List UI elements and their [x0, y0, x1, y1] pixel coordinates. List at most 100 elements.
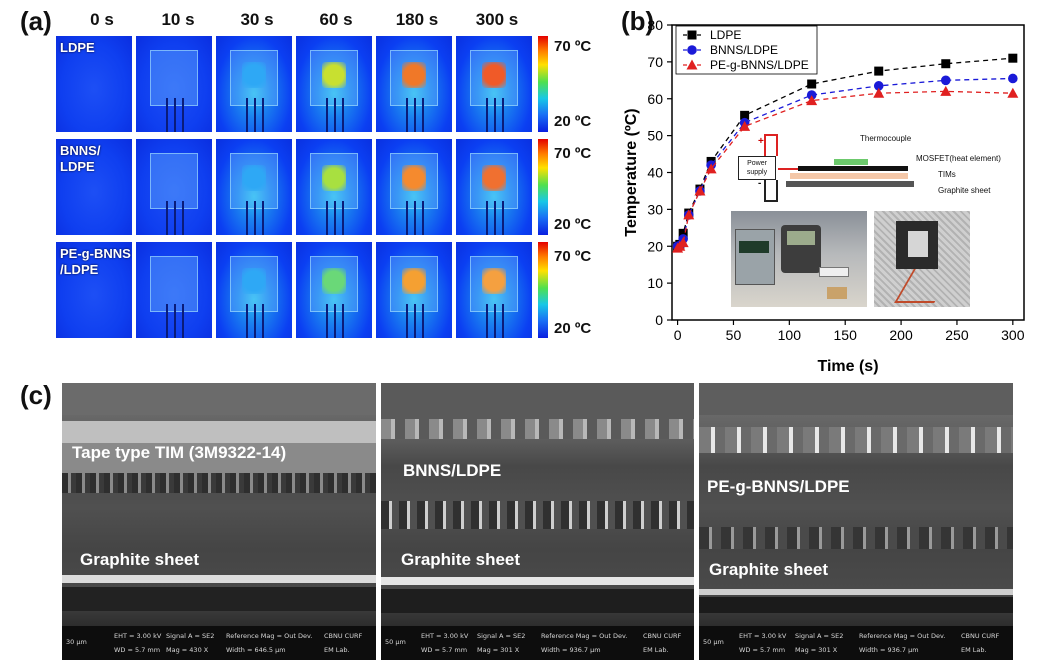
- tim-layer: [790, 173, 908, 179]
- data-point: [705, 163, 717, 174]
- sem-top-label: Tape type TIM (3M9322-14): [72, 443, 287, 462]
- sem-footer: 50 μm EHT = 3.00 kV WD = 5.7 mm Signal A…: [699, 626, 1013, 660]
- sem-footer: 50 μm EHT = 3.00 kV WD = 5.7 mm Signal A…: [381, 626, 694, 660]
- sem-lab2: EM Lab.: [643, 646, 669, 654]
- colorbar-max-label: 70 ºC: [554, 145, 592, 162]
- row-sample-label: BNNS/ LDPE: [60, 143, 101, 174]
- thermal-image: [376, 36, 452, 132]
- data-point: [683, 210, 694, 220]
- data-point: [873, 87, 885, 98]
- sem-scale: 30 μm: [66, 638, 87, 646]
- y-tick-label: 40: [647, 165, 663, 181]
- sem-lab1: CBNU CURF: [643, 632, 682, 640]
- y-tick-label: 60: [647, 91, 663, 107]
- time-label-60: 60 s: [319, 10, 353, 29]
- y-tick-label: 10: [647, 275, 663, 291]
- sem-eht: EHT = 3.00 kV: [114, 632, 162, 640]
- sem-image-pe-g-bnns-ldpe: PE-g-BNNS/LDPE Graphite sheet 50 μm EHT …: [699, 383, 1013, 660]
- sem-signal: Signal A = SE2: [166, 632, 215, 640]
- graphite-label: Graphite sheet: [938, 186, 991, 195]
- x-tick-label: 300: [1001, 327, 1025, 343]
- sem-image-tape-tim: Tape type TIM (3M9322-14) Graphite sheet…: [62, 383, 376, 660]
- thermal-image: [216, 36, 292, 132]
- panel-c-label: (c): [20, 380, 52, 410]
- thermal-image: PE-g-BNNS /LDPE: [56, 242, 132, 338]
- data-point: [1008, 73, 1018, 84]
- colorbar-row2: [538, 139, 548, 235]
- legend-marker: [686, 59, 698, 70]
- x-tick-label: 200: [889, 327, 913, 343]
- data-point: [1007, 87, 1019, 98]
- sem-bottom-label: Graphite sheet: [709, 560, 829, 579]
- data-point: [739, 117, 750, 128]
- data-point: [706, 160, 716, 170]
- sem-top-label: PE-g-BNNS/LDPE: [707, 477, 850, 496]
- data-point: [678, 228, 688, 238]
- sem-mag: Mag = 301 X: [795, 646, 838, 654]
- sem-scale: 50 μm: [385, 638, 406, 646]
- data-point: [672, 241, 683, 252]
- sem-lab2: EM Lab.: [961, 646, 987, 654]
- data-point: [675, 239, 685, 249]
- thermal-image: [136, 242, 212, 338]
- data-point: [874, 66, 884, 76]
- thermal-image: [296, 36, 372, 132]
- data-point: [675, 240, 685, 251]
- panel-b-label: (b): [621, 6, 655, 36]
- x-axis-label: Time (s): [817, 358, 878, 375]
- data-point: [941, 59, 951, 69]
- sem-scale: 50 μm: [703, 638, 724, 646]
- y-tick-label: 50: [647, 128, 663, 144]
- sem-ref: Reference Mag = Out Dev.: [859, 632, 946, 640]
- sem-mag: Mag = 301 X: [477, 646, 520, 654]
- data-point: [806, 95, 818, 106]
- thermocouple-block: [834, 159, 868, 165]
- data-point: [740, 110, 750, 120]
- thermal-image: [216, 139, 292, 235]
- x-tick-label: 100: [778, 327, 802, 343]
- sem-top-label: BNNS/LDPE: [403, 461, 502, 480]
- setup-photo-bench: [731, 211, 867, 307]
- data-point: [683, 209, 695, 220]
- data-point: [706, 156, 716, 166]
- y-tick-label: 20: [647, 238, 663, 254]
- sem-signal: Signal A = SE2: [795, 632, 844, 640]
- sem-width: Width = 646.5 μm: [226, 646, 286, 654]
- data-point: [674, 240, 686, 251]
- row-sample-label: PE-g-BNNS /LDPE: [60, 246, 131, 277]
- thermal-image: [136, 36, 212, 132]
- data-point: [873, 81, 884, 91]
- x-tick-label: 50: [726, 327, 742, 343]
- sem-mag: Mag = 430 X: [166, 646, 209, 654]
- red-wire-2: [778, 168, 800, 170]
- sem-signal: Signal A = SE2: [477, 632, 526, 640]
- colorbar-min-label: 20 ºC: [554, 216, 592, 233]
- mosfet-label: MOSFET(heat element): [916, 154, 1001, 163]
- mosfet-layer: [798, 166, 908, 171]
- graphite-layer: [786, 181, 914, 187]
- thermal-image: [216, 242, 292, 338]
- sem-bottom-label: Graphite sheet: [401, 550, 521, 569]
- sem-image-bnns-ldpe: BNNS/LDPE Graphite sheet 50 μm EHT = 3.0…: [381, 383, 694, 660]
- setup-schematic: Power supply + - Thermocouple MOSFET(hea…: [732, 130, 1022, 208]
- colorbar-max-label: 70 ºC: [554, 248, 592, 265]
- thermal-image: [376, 139, 452, 235]
- sem-width: Width = 936.7 μm: [859, 646, 919, 654]
- y-tick-label: 0: [655, 312, 663, 328]
- sem-wd: WD = 5.7 mm: [114, 646, 161, 654]
- x-tick-label: 150: [834, 327, 858, 343]
- legend-marker: [687, 30, 697, 40]
- time-label-30: 30 s: [240, 10, 274, 29]
- data-point: [807, 79, 817, 89]
- data-point: [695, 186, 705, 196]
- y-axis-label: Temperature (ºC): [623, 108, 640, 236]
- data-point: [695, 184, 705, 194]
- legend-label: LDPE: [710, 28, 741, 42]
- sem-wd: WD = 5.7 mm: [739, 646, 786, 654]
- sem-ref: Reference Mag = Out Dev.: [226, 632, 313, 640]
- sem-width: Width = 936.7 μm: [541, 646, 601, 654]
- power-minus-label: -: [758, 178, 762, 189]
- time-label-300: 300 s: [475, 10, 519, 29]
- time-label-0: 0 s: [90, 10, 114, 29]
